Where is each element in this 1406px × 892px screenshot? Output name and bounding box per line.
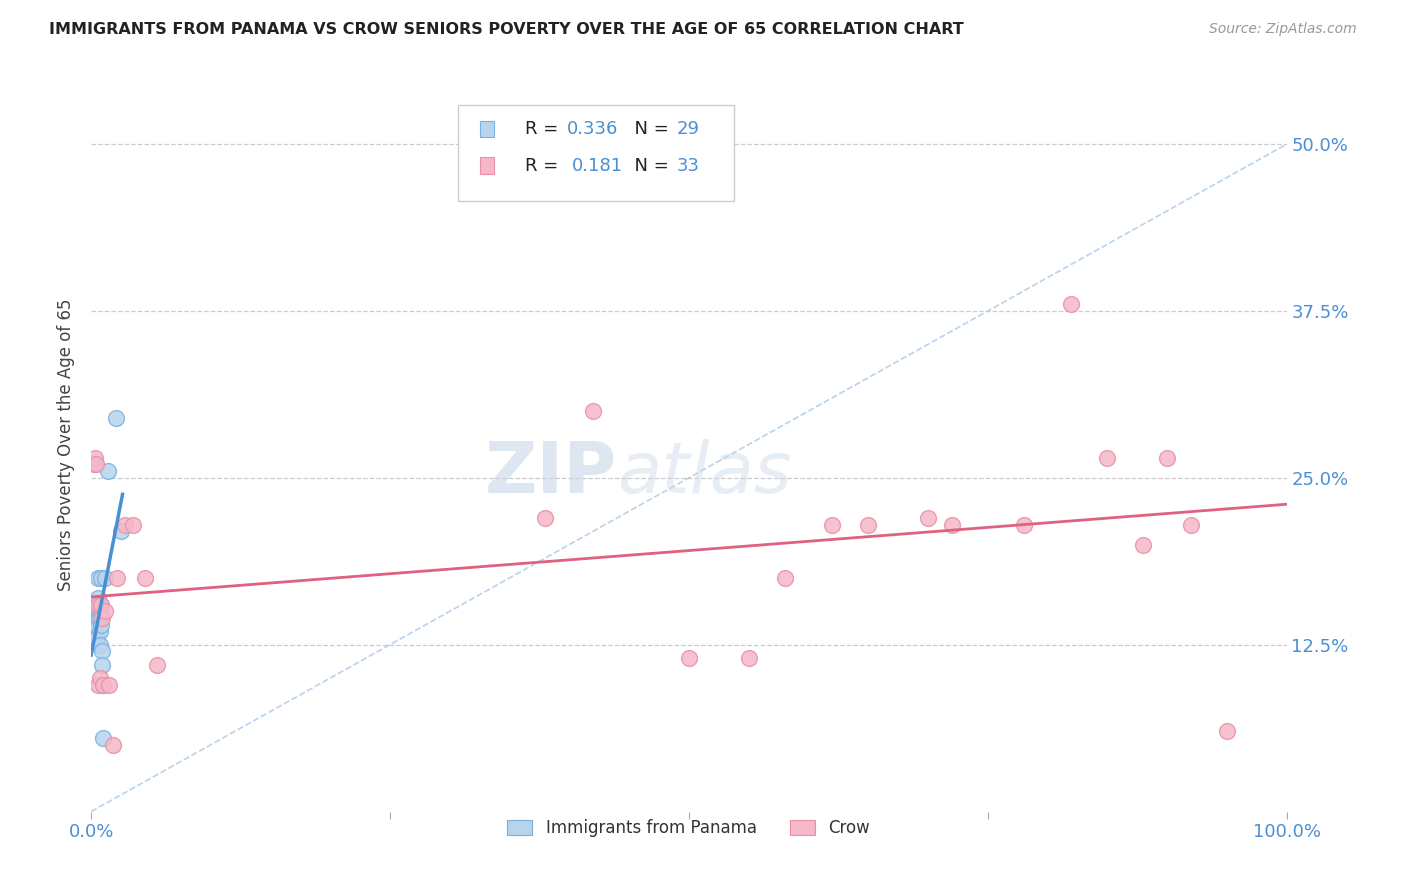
Legend: Immigrants from Panama, Crow: Immigrants from Panama, Crow xyxy=(501,813,877,844)
Point xyxy=(1132,538,1154,552)
Point xyxy=(87,678,110,692)
Point xyxy=(89,611,111,625)
Point xyxy=(91,731,114,745)
Point xyxy=(773,571,796,585)
FancyBboxPatch shape xyxy=(458,104,734,201)
Point xyxy=(146,657,169,672)
Point xyxy=(90,617,112,632)
Point xyxy=(94,571,117,585)
Point xyxy=(84,458,107,472)
Point xyxy=(582,404,605,418)
Point xyxy=(83,611,105,625)
Point xyxy=(83,611,105,625)
Point xyxy=(1097,450,1119,465)
Point xyxy=(821,517,844,532)
Point xyxy=(856,517,879,532)
Point xyxy=(1060,297,1083,311)
Text: R =: R = xyxy=(524,120,564,138)
Text: IMMIGRANTS FROM PANAMA VS CROW SENIORS POVERTY OVER THE AGE OF 65 CORRELATION CH: IMMIGRANTS FROM PANAMA VS CROW SENIORS P… xyxy=(49,22,965,37)
Point xyxy=(87,591,110,605)
Point xyxy=(917,511,939,525)
Point xyxy=(134,571,156,585)
Point xyxy=(89,624,111,639)
Text: ZIP: ZIP xyxy=(485,440,617,508)
Point xyxy=(87,571,110,585)
Point xyxy=(110,524,132,539)
Point xyxy=(101,738,124,752)
Point xyxy=(83,617,105,632)
Point xyxy=(89,638,111,652)
Point xyxy=(534,511,557,525)
Point xyxy=(91,678,114,692)
Point xyxy=(90,598,112,612)
Point xyxy=(86,598,108,612)
Point xyxy=(82,598,104,612)
Point xyxy=(87,598,110,612)
Point xyxy=(90,611,112,625)
Point xyxy=(89,671,111,685)
Text: R =: R = xyxy=(524,156,569,175)
Point xyxy=(90,644,112,658)
Text: 33: 33 xyxy=(676,156,700,175)
Point xyxy=(91,678,114,692)
Bar xyxy=(479,158,494,174)
Point xyxy=(83,450,105,465)
Bar xyxy=(479,120,494,136)
Point xyxy=(87,611,110,625)
Point xyxy=(1216,724,1239,739)
Text: 0.336: 0.336 xyxy=(567,120,619,138)
Point xyxy=(107,571,129,585)
Point xyxy=(86,604,108,618)
Y-axis label: Seniors Poverty Over the Age of 65: Seniors Poverty Over the Age of 65 xyxy=(58,298,75,591)
Point xyxy=(83,604,105,618)
Point xyxy=(84,617,107,632)
Point xyxy=(941,517,963,532)
Point xyxy=(83,458,105,472)
Point xyxy=(90,598,112,612)
Point xyxy=(114,517,136,532)
Text: 29: 29 xyxy=(676,120,700,138)
Point xyxy=(90,657,112,672)
Point xyxy=(98,678,121,692)
Point xyxy=(1156,450,1178,465)
Point xyxy=(89,604,111,618)
Text: 0.181: 0.181 xyxy=(572,156,623,175)
Text: atlas: atlas xyxy=(617,440,792,508)
Point xyxy=(678,651,700,665)
Point xyxy=(86,631,108,645)
Point xyxy=(122,517,145,532)
Point xyxy=(1180,517,1202,532)
Text: Source: ZipAtlas.com: Source: ZipAtlas.com xyxy=(1209,22,1357,37)
Point xyxy=(83,624,105,639)
Point xyxy=(737,651,759,665)
Point xyxy=(1012,517,1035,532)
Text: N =: N = xyxy=(623,120,675,138)
Point xyxy=(90,571,112,585)
Point xyxy=(84,631,107,645)
Point xyxy=(97,464,120,478)
Point xyxy=(94,604,117,618)
Text: N =: N = xyxy=(623,156,675,175)
Point xyxy=(105,410,128,425)
